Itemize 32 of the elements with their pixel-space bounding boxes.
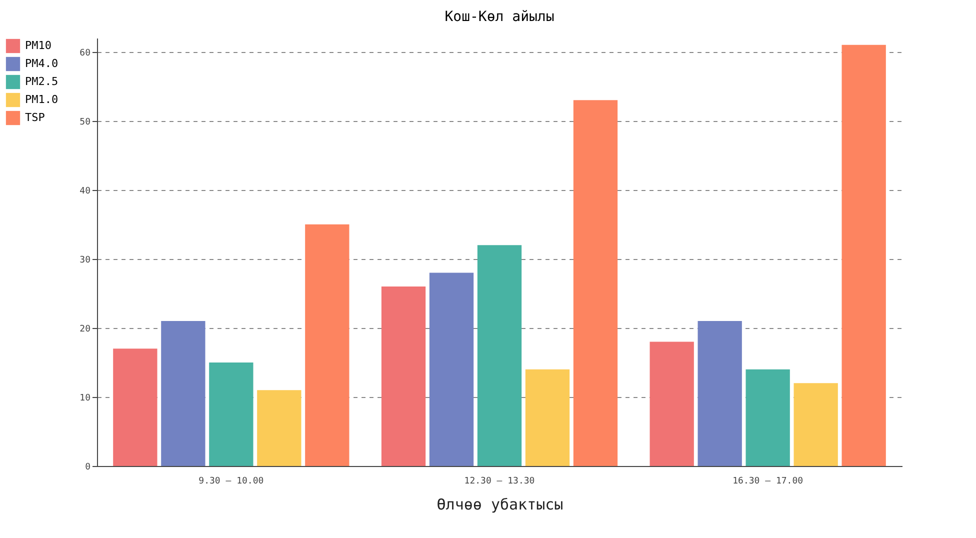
bar xyxy=(305,224,350,466)
y-tick-label: 40 xyxy=(80,186,90,196)
y-tick-label: 50 xyxy=(80,117,90,128)
bar xyxy=(698,321,742,466)
y-tick-label: 20 xyxy=(80,324,90,334)
bar xyxy=(209,362,254,466)
y-tick-label: 10 xyxy=(80,393,90,404)
bar xyxy=(746,369,790,466)
bar xyxy=(257,390,302,466)
bar xyxy=(573,100,618,466)
chart-title: Кош-Көл айылы xyxy=(444,9,554,25)
y-tick-label: 30 xyxy=(80,255,90,266)
bar xyxy=(161,321,206,466)
bar xyxy=(113,348,158,466)
bar xyxy=(429,272,474,466)
legend-label: PM10 xyxy=(25,39,52,52)
legend-label: PM2.5 xyxy=(25,75,58,88)
x-tick-label: 12.30 – 13.30 xyxy=(464,476,535,486)
legend-label: PM4.0 xyxy=(25,57,58,70)
y-tick-label: 60 xyxy=(80,48,90,58)
legend-label: TSP xyxy=(25,111,46,124)
bar xyxy=(525,369,570,466)
x-tick-label: 9.30 – 10.00 xyxy=(198,476,264,486)
bar xyxy=(842,44,886,466)
bar xyxy=(794,383,838,466)
x-axis-title: Өлчөө убактысы xyxy=(436,496,564,514)
bar xyxy=(477,245,522,466)
legend-label: PM1.0 xyxy=(25,93,58,106)
y-tick-label: 0 xyxy=(85,462,90,472)
x-tick-label: 16.30 – 17.00 xyxy=(732,476,804,486)
bar xyxy=(381,286,426,466)
bar xyxy=(650,342,694,466)
